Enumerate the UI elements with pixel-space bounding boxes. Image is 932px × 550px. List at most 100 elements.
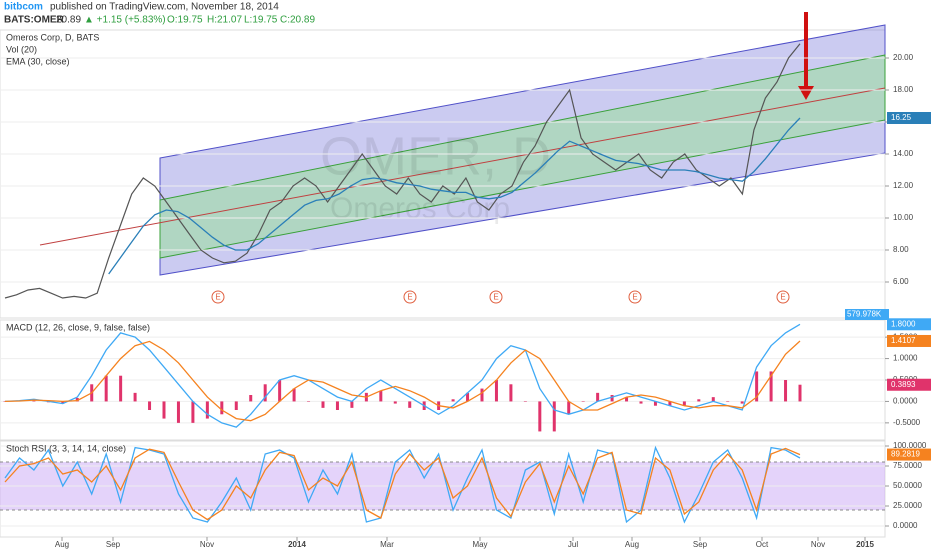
histogram-bar: [249, 395, 253, 402]
histogram-bar: [697, 399, 701, 402]
histogram-bar: [480, 388, 484, 402]
histogram-bar: [321, 401, 325, 408]
x-tick-label: Aug: [55, 540, 69, 549]
earnings-marker: [628, 290, 642, 304]
histogram-bar: [451, 399, 455, 402]
y-tick-label: 75.0000: [893, 461, 922, 470]
earnings-marker: [776, 290, 790, 304]
y-tick-label: 0.0000: [893, 521, 918, 530]
series-line: [4, 323, 801, 428]
earnings-marker: [211, 290, 225, 304]
high: H:21.07: [207, 15, 242, 26]
earnings-marker: [403, 290, 417, 304]
histogram-bar: [350, 401, 354, 408]
regression-line: [39, 87, 886, 246]
histogram-bar: [335, 401, 339, 410]
histogram-bar: [610, 395, 614, 402]
histogram-bar: [740, 401, 744, 404]
histogram-bar: [162, 401, 166, 419]
histogram-bar: [755, 371, 759, 402]
histogram-bar: [711, 397, 715, 402]
histogram-bar: [205, 401, 209, 419]
series-line: [108, 117, 801, 275]
earnings-marker: [489, 290, 503, 304]
histogram-bar: [567, 401, 571, 415]
x-tick-label: Sep: [106, 540, 121, 549]
panel-title: MACD (12, 26, close, 9, false, false): [6, 322, 150, 332]
panel-title: Stoch RSI (3, 3, 14, 14, close): [6, 443, 126, 453]
x-tick-label: Sep: [693, 540, 708, 549]
histogram-bar: [104, 375, 108, 402]
histogram-bar: [639, 401, 643, 404]
earnings-label: E: [407, 293, 412, 302]
histogram-bar: [625, 397, 629, 402]
x-tick-label: May: [472, 540, 487, 549]
histogram-bar: [32, 400, 36, 402]
histogram-bar: [263, 384, 267, 402]
x-tick-label: Nov: [200, 540, 214, 549]
watermark-sub: Omeros Corp: [330, 192, 510, 225]
x-tick-label: Oct: [756, 540, 769, 549]
last-price: 20.89: [56, 15, 81, 26]
last-value-label: 1.8000: [891, 319, 916, 328]
y-tick-label: 100.0000: [893, 441, 927, 450]
y-tick-label: 20.00: [893, 53, 914, 62]
histogram-bar: [784, 380, 788, 402]
volume-label: 579.978K: [847, 310, 882, 319]
y-tick-label: 18.00: [893, 85, 914, 94]
series-line: [4, 447, 801, 521]
earnings-label: E: [215, 293, 220, 302]
histogram-bar: [668, 401, 672, 406]
open: O:19.75: [167, 15, 203, 26]
panel-title: Omeros Corp, D, BATS: [6, 32, 99, 42]
panels: [0, 12, 886, 538]
series-line: [4, 340, 801, 422]
price-frame: [0, 29, 886, 319]
histogram-bar: [292, 388, 296, 402]
histogram-bar: [408, 401, 412, 408]
y-tick-label: 12.00: [893, 181, 914, 190]
x-tick-label: Mar: [380, 540, 394, 549]
symbol: BATS:OMER: [4, 15, 65, 26]
last-value-label: 1.4107: [891, 336, 916, 345]
histogram-bar: [494, 380, 498, 402]
histogram-bar: [3, 401, 7, 402]
legend-entry: EMA (30, close): [6, 56, 70, 66]
histogram-bar: [523, 401, 527, 402]
histogram-bar: [596, 392, 600, 402]
y-tick-label: 10.00: [893, 213, 914, 222]
last-value-badge: [887, 334, 931, 347]
histogram-bar: [278, 380, 282, 402]
published: published on TradingView.com, November 1…: [50, 2, 279, 13]
channel-inner: [159, 54, 886, 259]
x-tick-label: Jul: [568, 540, 578, 549]
histogram-bar: [75, 398, 79, 402]
histogram-bar: [509, 384, 513, 402]
last-value-label: 16.25: [891, 113, 912, 122]
histogram-bar: [726, 401, 730, 402]
histogram-bar: [682, 401, 686, 406]
last-value-label: 0.3893: [891, 380, 916, 389]
y-tick-label: 6.00: [893, 277, 909, 286]
histogram-bar: [148, 401, 152, 410]
histogram-bar: [538, 401, 542, 432]
histogram-bar: [769, 371, 773, 402]
histogram-bar: [234, 401, 238, 410]
earnings-label: E: [632, 293, 637, 302]
histogram-bar: [220, 401, 224, 415]
histogram-bar: [307, 401, 311, 402]
x-tick-label: Nov: [811, 540, 825, 549]
volume-badge: [845, 309, 889, 320]
low: L:19.75: [244, 15, 278, 26]
histogram-bar: [581, 401, 585, 402]
x-tick-label: 2014: [288, 540, 306, 549]
publisher[interactable]: bitbcom: [4, 2, 43, 13]
last-value-label: 89.2819: [891, 450, 920, 459]
x-tick-label: Aug: [625, 540, 639, 549]
histogram-bar: [552, 401, 556, 432]
last-value-badge: [887, 378, 931, 391]
histogram-bar: [393, 401, 397, 404]
histogram-bar: [61, 401, 65, 404]
close: C:20.89: [280, 15, 315, 26]
